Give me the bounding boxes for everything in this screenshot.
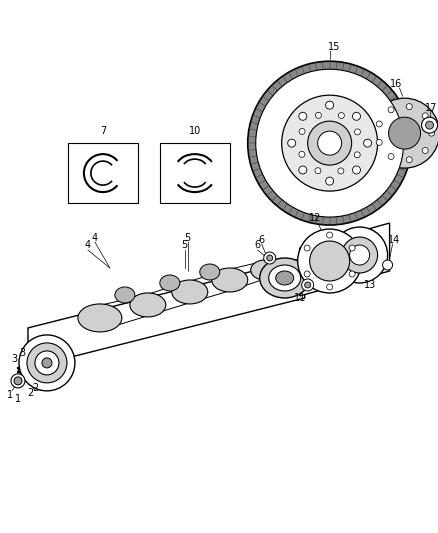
Circle shape	[389, 117, 420, 149]
Text: 2: 2	[32, 383, 38, 393]
Circle shape	[350, 245, 370, 265]
Circle shape	[267, 255, 273, 261]
Circle shape	[35, 351, 59, 375]
Circle shape	[27, 343, 67, 383]
Circle shape	[318, 131, 342, 155]
Circle shape	[327, 232, 332, 238]
Circle shape	[349, 245, 355, 251]
Circle shape	[302, 279, 314, 291]
Ellipse shape	[200, 264, 220, 280]
Text: 1: 1	[15, 394, 21, 404]
Circle shape	[282, 95, 378, 191]
Circle shape	[421, 117, 438, 133]
Circle shape	[298, 229, 362, 293]
Polygon shape	[300, 223, 389, 296]
Text: 2: 2	[27, 388, 33, 398]
Circle shape	[325, 101, 334, 109]
Circle shape	[299, 151, 305, 157]
Ellipse shape	[260, 258, 310, 298]
Circle shape	[428, 130, 434, 136]
Circle shape	[342, 237, 378, 273]
Circle shape	[349, 271, 355, 277]
Circle shape	[370, 98, 438, 168]
Circle shape	[354, 152, 360, 158]
Text: 4: 4	[92, 233, 98, 243]
Text: 12: 12	[308, 213, 321, 223]
Circle shape	[304, 245, 310, 251]
Text: 4: 4	[85, 240, 91, 250]
Circle shape	[248, 61, 412, 225]
FancyBboxPatch shape	[160, 143, 230, 203]
Text: 6: 6	[254, 240, 261, 250]
Text: 14: 14	[389, 235, 401, 245]
Circle shape	[353, 112, 360, 120]
Text: 5: 5	[182, 240, 188, 250]
Circle shape	[332, 227, 388, 283]
Circle shape	[307, 121, 352, 165]
Circle shape	[256, 69, 403, 217]
Circle shape	[14, 377, 22, 385]
Text: 13: 13	[364, 280, 376, 290]
Circle shape	[315, 112, 321, 118]
Circle shape	[325, 177, 334, 185]
Circle shape	[19, 335, 75, 391]
Text: 6: 6	[259, 235, 265, 245]
FancyBboxPatch shape	[68, 143, 138, 203]
Circle shape	[354, 129, 360, 135]
Ellipse shape	[78, 304, 122, 332]
Circle shape	[305, 282, 311, 288]
Circle shape	[339, 112, 344, 118]
Ellipse shape	[130, 293, 166, 317]
Text: 3: 3	[19, 348, 25, 358]
Circle shape	[422, 113, 428, 119]
Circle shape	[426, 121, 434, 129]
Circle shape	[406, 157, 412, 163]
Circle shape	[288, 139, 296, 147]
Circle shape	[11, 374, 25, 388]
Circle shape	[364, 139, 371, 147]
Text: 11: 11	[293, 293, 306, 303]
Ellipse shape	[160, 275, 180, 291]
Circle shape	[310, 241, 350, 281]
Circle shape	[353, 166, 360, 174]
Circle shape	[299, 112, 307, 120]
Circle shape	[406, 103, 412, 110]
Ellipse shape	[251, 260, 279, 280]
Text: 16: 16	[390, 79, 403, 89]
Circle shape	[327, 284, 332, 290]
Ellipse shape	[276, 271, 294, 285]
Text: 5: 5	[185, 233, 191, 243]
Ellipse shape	[212, 268, 248, 292]
Circle shape	[422, 148, 428, 154]
Circle shape	[382, 260, 392, 270]
Ellipse shape	[172, 280, 208, 304]
Text: 10: 10	[189, 126, 201, 136]
Text: 3: 3	[11, 354, 17, 364]
Circle shape	[376, 121, 382, 127]
Circle shape	[315, 168, 321, 174]
Text: 7: 7	[100, 126, 106, 136]
Text: 17: 17	[425, 103, 438, 113]
Text: 1: 1	[7, 390, 13, 400]
Ellipse shape	[115, 287, 135, 303]
Ellipse shape	[268, 265, 300, 291]
Circle shape	[388, 154, 394, 159]
Circle shape	[304, 271, 310, 277]
Circle shape	[388, 107, 394, 113]
Circle shape	[42, 358, 52, 368]
Polygon shape	[28, 258, 305, 368]
Circle shape	[376, 139, 382, 146]
Circle shape	[338, 168, 344, 174]
Circle shape	[299, 128, 305, 134]
Circle shape	[264, 252, 276, 264]
Circle shape	[299, 166, 307, 174]
Text: 15: 15	[328, 42, 341, 52]
